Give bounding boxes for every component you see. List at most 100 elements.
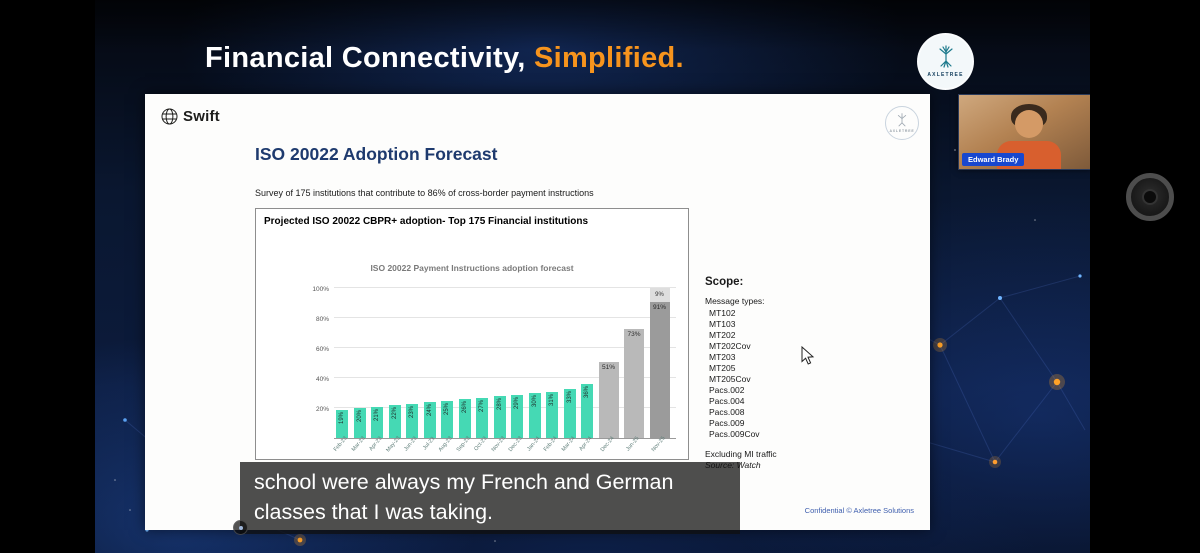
chart-bar: 24% Jul-23 [422,402,436,451]
participant-name-tag: Edward Brady [962,153,1025,166]
scope-item: MT205Cov [709,374,751,384]
bar-value-label: 26% [461,401,468,414]
x-category-label: Nov-23 [490,435,507,453]
chart-bar: 19% Feb-23 [333,409,349,453]
gridline [334,347,676,348]
chart-bars: 19% Feb-23 20% Mar-23 21% Apr-23 22% May-23 23% J… [333,288,676,453]
x-category-label: Oct-23 [473,435,489,453]
bar-value-label: 91% [652,303,666,311]
x-category-label: Jan-24 [525,435,542,453]
scope-item: Pacs.008 [709,407,745,417]
y-tick-label: 100% [312,286,329,293]
chart-bar: 22% May-23 [385,405,401,453]
chart-bar: 21% Apr-23 [368,406,384,452]
chart-bar: 73% Jun-25 [624,328,644,452]
gridline [334,287,676,288]
axletree-tree-icon [897,113,907,127]
chart-y-axis: 20% 40% 60% 80% 100% [300,286,332,439]
camera-lens-icon [1142,189,1158,205]
header-title-accent: Simplified. [533,42,684,74]
cursor-icon [801,346,815,365]
slide-subtitle: Survey of 175 institutions that contribu… [255,188,594,198]
caption-indicator-icon [233,520,248,535]
y-tick-label: 20% [315,406,329,413]
chart-title: ISO 20022 Payment Instructions adoption … [370,263,574,273]
slide-title: ISO 20022 Adoption Forecast [255,144,498,164]
x-category-label: Feb-24 [542,435,559,453]
swift-globe-icon [161,108,178,125]
letterbox-right [1090,0,1200,553]
slide-confidential-footer: Confidential © Axletree Solutions [804,506,914,515]
letterbox-left [0,0,95,553]
chart-box-title: Projected ISO 20022 CBPR+ adoption- Top … [264,216,589,227]
chart-bar: 28% Nov-23 [490,396,506,453]
slide: Swift AXLETREE ISO 20022 Adoption Foreca… [145,94,930,530]
chart-bar: 20% Mar-23 [350,408,366,453]
chart-bar: 51% Dec-24 [598,361,619,453]
bar-value-label: 21% [374,408,380,421]
bar-value-label: 36% [584,386,590,399]
chart-bar: 9% 91% Nov-25 [649,288,670,453]
x-category-label: Jun-23 [403,435,419,453]
axletree-watermark-text: AXLETREE [889,129,915,133]
bar-value-label: 23% [409,405,415,418]
bar-value-label: 28% [496,398,503,411]
x-category-label: Jul-23 [421,435,436,452]
scope-item: Pacs.004 [709,396,745,406]
chart-bar: 30% Jan-24 [526,393,541,452]
scope-item: Pacs.009Cov [709,429,760,439]
axletree-watermark: AXLETREE [885,106,919,140]
chart-bar: 23% Jun-23 [403,403,419,452]
axletree-tree-icon [938,45,953,68]
chart-bar: 26% Sep-23 [455,399,471,453]
bar-value-label: 30% [531,395,538,408]
swift-logo-text: Swift [183,108,220,125]
bar-value-label: 25% [444,402,450,415]
bar-value-label: 33% [566,390,573,403]
x-category-label: Sep-23 [455,435,472,454]
bar-value-label: 22% [391,407,398,420]
scope-heading: Scope: [705,276,744,288]
chart-bar: 27% Oct-23 [473,397,489,452]
header-title-regular: Financial Connectivity, [205,42,526,74]
x-category-label: Apr-24 [578,435,594,453]
scope-message-types: MT102 MT103 MT202 MT202Cov MT203 MT205 MT205Co… [705,308,920,440]
x-category-label: May-23 [384,435,402,454]
x-category-label: Aug-23 [437,435,454,454]
x-category-label: Mar-24 [560,435,577,453]
x-category-label: Feb-23 [332,435,349,453]
scope-item: MT103 [709,319,736,329]
scope-item: Pacs.009 [709,418,745,428]
scope-item: MT203 [709,352,736,362]
y-tick-label: 80% [315,316,329,323]
scope-item: MT205 [709,363,736,373]
presentation-video: Financial Connectivity, Simplified. AXLE… [95,0,1090,553]
chart-bar: 25% Aug-23 [438,400,454,453]
webcam-thumbnail[interactable]: Edward Brady [958,94,1090,170]
caption-overlay: school were always my French and German … [240,462,740,534]
participant-face [1015,110,1043,138]
bar-value-label: 51% [601,363,615,371]
chart-bar: 36% Apr-24 [578,384,594,452]
x-category-label: Apr-23 [368,435,384,453]
caption-line: classes that I was taking. [254,500,493,524]
bar-value-label: 24% [426,404,433,417]
scope-panel: Scope: Message types: MT102 MT103 MT202 MT2… [705,276,920,471]
scope-item: MT202Cov [709,341,751,351]
camera-cutout [1126,173,1174,221]
scope-message-types-label: Message types: [705,296,765,306]
axletree-logo-text: AXLETREE [927,72,964,78]
axletree-logo: AXLETREE [917,33,974,90]
chart-plot: 19% Feb-23 20% Mar-23 21% Apr-23 22% May-23 23% J… [333,287,676,453]
x-category-label: Dec-23 [507,435,524,453]
x-category-label: Jun-25 [625,435,641,453]
chart-bar: 29% Dec-23 [508,394,524,453]
scope-note-mi-traffic: Excluding MI traffic [705,449,777,459]
scope-item: Pacs.002 [709,385,745,395]
gridline [334,317,676,318]
y-tick-label: 40% [315,376,329,383]
chart-bar-top-segment: 9% [649,288,670,302]
bar-value-label: 20% [356,410,363,423]
chart-bar: 31% Feb-24 [543,391,559,453]
